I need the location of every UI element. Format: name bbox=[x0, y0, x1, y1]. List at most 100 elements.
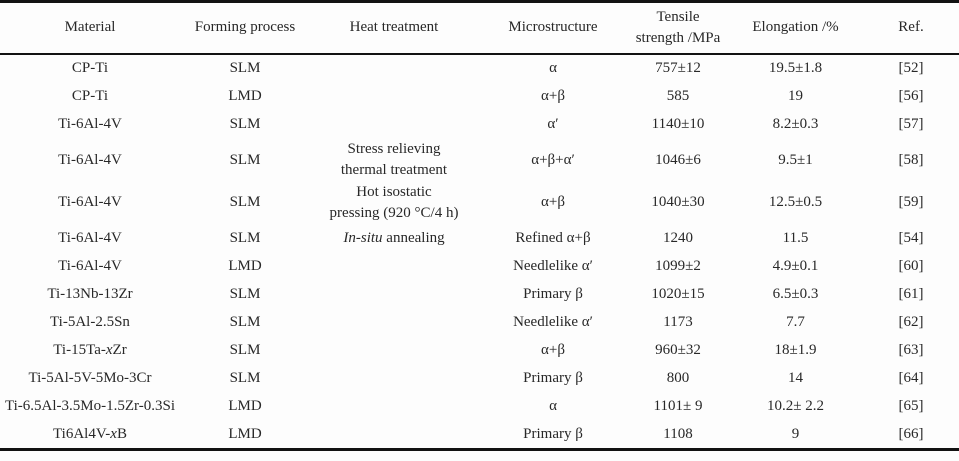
cell-forming-process: SLM bbox=[229, 369, 261, 386]
cell-forming-process: LMD bbox=[228, 88, 262, 105]
cell-forming-process: SLM bbox=[229, 60, 261, 77]
col-header-microstructure: Microstructure bbox=[508, 19, 598, 36]
cell-forming-process: LMD bbox=[228, 397, 262, 414]
cell-heat-treatment bbox=[310, 420, 478, 450]
cell-elongation: 11.5 bbox=[782, 229, 809, 246]
cell-microstructure: Primary β bbox=[523, 285, 583, 302]
cell-tensile-strength: 800 bbox=[666, 369, 690, 386]
cell-heat-treatment: Hot isostatic pressing (920 °C/4 h) bbox=[329, 183, 459, 221]
table-row: Ti-6.5Al-3.5Mo-1.5Zr-0.3Si LMD α 1101± 9 10.… bbox=[0, 392, 959, 420]
cell-material: Ti-5Al-5V-5Mo-3Cr bbox=[28, 369, 152, 386]
table-row: CP-Ti LMD α+β 585 19 [56] bbox=[0, 83, 959, 111]
cell-material: Ti-6.5Al-3.5Mo-1.5Zr-0.3Si bbox=[5, 397, 175, 414]
table-row: Ti-6Al-4V SLM Stress relieving thermal tre… bbox=[0, 139, 959, 182]
cell-material: CP-Ti bbox=[71, 88, 109, 105]
cell-heat-treatment: In-situ annealing bbox=[343, 229, 445, 246]
cell-forming-process: SLM bbox=[229, 116, 261, 133]
cell-microstructure: α+β+α′ bbox=[531, 151, 575, 168]
cell-forming-process: SLM bbox=[229, 229, 261, 246]
cell-forming-process: SLM bbox=[229, 341, 261, 358]
cell-ref: [54] bbox=[898, 229, 924, 246]
cell-material: Ti-13Nb-13Zr bbox=[47, 285, 133, 302]
cell-material: Ti-6Al-4V bbox=[58, 116, 122, 133]
cell-ref: [59] bbox=[898, 194, 924, 211]
header-row: Material Forming process Heat treatment … bbox=[0, 2, 959, 54]
cell-forming-process: LMD bbox=[228, 425, 262, 442]
cell-microstructure: α+β bbox=[541, 194, 565, 211]
cell-microstructure: α+β bbox=[541, 88, 565, 105]
cell-material: Ti-6Al-4V bbox=[58, 194, 122, 211]
cell-microstructure: Needlelike α′ bbox=[513, 313, 593, 330]
cell-ref: [65] bbox=[898, 397, 924, 414]
cell-tensile-strength: 1101± 9 bbox=[653, 397, 703, 414]
cell-elongation: 8.2±0.3 bbox=[772, 116, 819, 133]
col-header-heat-treatment: Heat treatment bbox=[349, 19, 439, 36]
cell-microstructure: α′ bbox=[547, 116, 559, 133]
cell-microstructure: Primary β bbox=[523, 369, 583, 386]
cell-material: Ti-6Al-4V bbox=[58, 257, 122, 274]
cell-microstructure: Refined α+β bbox=[515, 229, 591, 246]
cell-ref: [64] bbox=[898, 369, 924, 386]
cell-heat-treatment bbox=[310, 280, 478, 308]
cell-forming-process: SLM bbox=[229, 285, 261, 302]
cell-elongation: 6.5±0.3 bbox=[772, 285, 819, 302]
cell-microstructure: α+β bbox=[541, 341, 565, 358]
cell-microstructure: Primary β bbox=[523, 425, 583, 442]
cell-elongation: 14 bbox=[788, 369, 803, 386]
table-row: Ti-6Al-4V LMD Needlelike α′ 1099±2 4.9±0.1 [6… bbox=[0, 252, 959, 280]
cell-heat-treatment bbox=[310, 392, 478, 420]
cell-heat-treatment bbox=[310, 336, 478, 364]
cell-heat-treatment bbox=[310, 364, 478, 392]
col-header-ref: Ref. bbox=[898, 19, 924, 36]
cell-ref: [63] bbox=[898, 341, 924, 358]
cell-tensile-strength: 585 bbox=[666, 88, 690, 105]
cell-tensile-strength: 757±12 bbox=[655, 60, 701, 77]
cell-forming-process: SLM bbox=[229, 151, 261, 168]
col-header-forming-process: Forming process bbox=[194, 19, 296, 36]
cell-tensile-strength: 1040±30 bbox=[651, 194, 705, 211]
col-header-material: Material bbox=[64, 19, 116, 36]
cell-tensile-strength: 1099±2 bbox=[655, 257, 701, 274]
cell-ref: [62] bbox=[898, 313, 924, 330]
cell-elongation: 18±1.9 bbox=[774, 341, 817, 358]
cell-heat-treatment bbox=[310, 83, 478, 111]
cell-tensile-strength: 1020±15 bbox=[651, 285, 705, 302]
table-row: CP-Ti SLM α 757±12 19.5±1.8 [52] bbox=[0, 54, 959, 83]
table-row: Ti-6Al-4V SLM In-situ annealing Refined α+β… bbox=[0, 224, 959, 252]
cell-tensile-strength: 1140±10 bbox=[651, 116, 705, 133]
cell-material: Ti-6Al-4V bbox=[58, 151, 122, 168]
cell-ref: [57] bbox=[898, 116, 924, 133]
cell-material: CP-Ti bbox=[71, 60, 109, 77]
table-row: Ti6Al4V-xB LMD Primary β 1108 9 [66] bbox=[0, 420, 959, 450]
cell-tensile-strength: 960±32 bbox=[655, 341, 701, 358]
table-row: Ti-15Ta-xZr SLM α+β 960±32 18±1.9 [63] bbox=[0, 336, 959, 364]
col-header-elongation: Elongation /% bbox=[752, 19, 839, 36]
cell-heat-treatment bbox=[310, 252, 478, 280]
table-row: Ti-5Al-5V-5Mo-3Cr SLM Primary β 800 14 [64] bbox=[0, 364, 959, 392]
table-row: Ti-13Nb-13Zr SLM Primary β 1020±15 6.5±0.3 [6… bbox=[0, 280, 959, 308]
cell-ref: [61] bbox=[898, 285, 924, 302]
cell-tensile-strength: 1108 bbox=[663, 425, 693, 442]
cell-forming-process: SLM bbox=[229, 313, 261, 330]
cell-elongation: 10.2± 2.2 bbox=[767, 397, 824, 414]
cell-forming-process: LMD bbox=[228, 257, 262, 274]
cell-elongation: 9 bbox=[791, 425, 800, 442]
cell-material: Ti-5Al-2.5Sn bbox=[50, 313, 130, 330]
cell-elongation: 12.5±0.5 bbox=[768, 194, 823, 211]
cell-elongation: 19.5±1.8 bbox=[768, 60, 823, 77]
cell-ref: [52] bbox=[898, 60, 924, 77]
cell-material: Ti6Al4V-xB bbox=[53, 425, 127, 442]
cell-tensile-strength: 1240 bbox=[663, 229, 693, 246]
cell-elongation: 4.9±0.1 bbox=[772, 257, 819, 274]
cell-ref: [56] bbox=[898, 88, 924, 105]
cell-elongation: 7.7 bbox=[786, 313, 805, 330]
cell-elongation: 19 bbox=[788, 88, 803, 105]
cell-material: Ti-6Al-4V bbox=[58, 229, 122, 246]
cell-heat-treatment bbox=[310, 54, 478, 83]
table-row: Ti-6Al-4V SLM α′ 1140±10 8.2±0.3 [57] bbox=[0, 111, 959, 139]
cell-tensile-strength: 1173 bbox=[663, 313, 693, 330]
table-row: Ti-6Al-4V SLM Hot isostatic pressing (920 … bbox=[0, 182, 959, 225]
cell-forming-process: SLM bbox=[229, 194, 261, 211]
